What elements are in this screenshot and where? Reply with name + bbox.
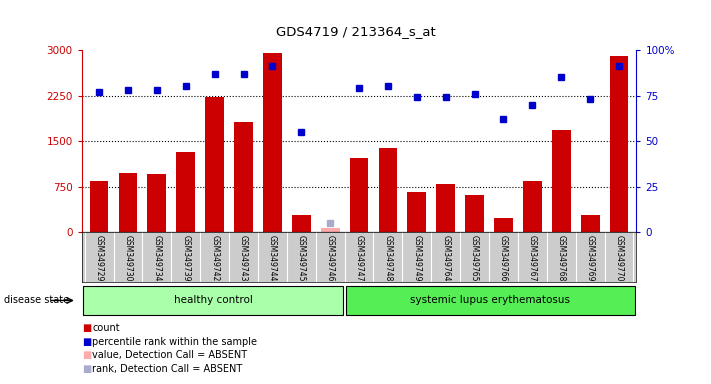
Bar	[346, 286, 635, 315]
Bar	[234, 122, 253, 232]
Bar	[292, 215, 311, 232]
Text: GSM349769: GSM349769	[586, 235, 594, 281]
Text: percentile rank within the sample: percentile rank within the sample	[92, 337, 257, 347]
Bar	[147, 174, 166, 232]
Bar	[321, 228, 340, 232]
Bar	[119, 173, 137, 232]
Text: GSM349742: GSM349742	[210, 235, 219, 281]
Bar	[205, 98, 224, 232]
Text: count: count	[92, 323, 120, 333]
Bar	[494, 218, 513, 232]
Bar	[437, 184, 455, 232]
Bar	[407, 192, 426, 232]
Text: disease state: disease state	[4, 295, 69, 306]
Text: GSM349770: GSM349770	[614, 235, 624, 281]
Text: GSM349765: GSM349765	[470, 235, 479, 281]
Bar	[90, 180, 109, 232]
Text: GDS4719 / 213364_s_at: GDS4719 / 213364_s_at	[276, 25, 435, 38]
Bar	[581, 215, 599, 232]
Bar	[609, 56, 629, 232]
Text: GSM349744: GSM349744	[268, 235, 277, 281]
Text: GSM349764: GSM349764	[442, 235, 450, 281]
Text: GSM349768: GSM349768	[557, 235, 566, 281]
Text: ■: ■	[82, 350, 91, 360]
Text: healthy control: healthy control	[173, 295, 252, 306]
Text: rank, Detection Call = ABSENT: rank, Detection Call = ABSENT	[92, 364, 242, 374]
Bar	[523, 181, 542, 232]
Text: ■: ■	[82, 323, 91, 333]
Bar	[378, 148, 397, 232]
Text: ■: ■	[82, 364, 91, 374]
Text: GSM349749: GSM349749	[412, 235, 422, 281]
Text: GSM349729: GSM349729	[95, 235, 104, 281]
Text: GSM349739: GSM349739	[181, 235, 191, 281]
Bar	[83, 286, 343, 315]
Text: GSM349766: GSM349766	[499, 235, 508, 281]
Bar	[465, 195, 484, 232]
Text: ■: ■	[82, 337, 91, 347]
Bar	[350, 157, 368, 232]
Text: GSM349734: GSM349734	[152, 235, 161, 281]
Text: value, Detection Call = ABSENT: value, Detection Call = ABSENT	[92, 350, 247, 360]
Text: GSM349730: GSM349730	[124, 235, 132, 281]
Text: GSM349747: GSM349747	[355, 235, 363, 281]
Text: GSM349743: GSM349743	[239, 235, 248, 281]
Bar	[176, 152, 195, 232]
Bar	[552, 130, 571, 232]
Text: systemic lupus erythematosus: systemic lupus erythematosus	[410, 295, 570, 306]
Text: GSM349745: GSM349745	[296, 235, 306, 281]
Bar	[263, 53, 282, 232]
Text: GSM349767: GSM349767	[528, 235, 537, 281]
Text: GSM349746: GSM349746	[326, 235, 335, 281]
Text: GSM349748: GSM349748	[383, 235, 392, 281]
